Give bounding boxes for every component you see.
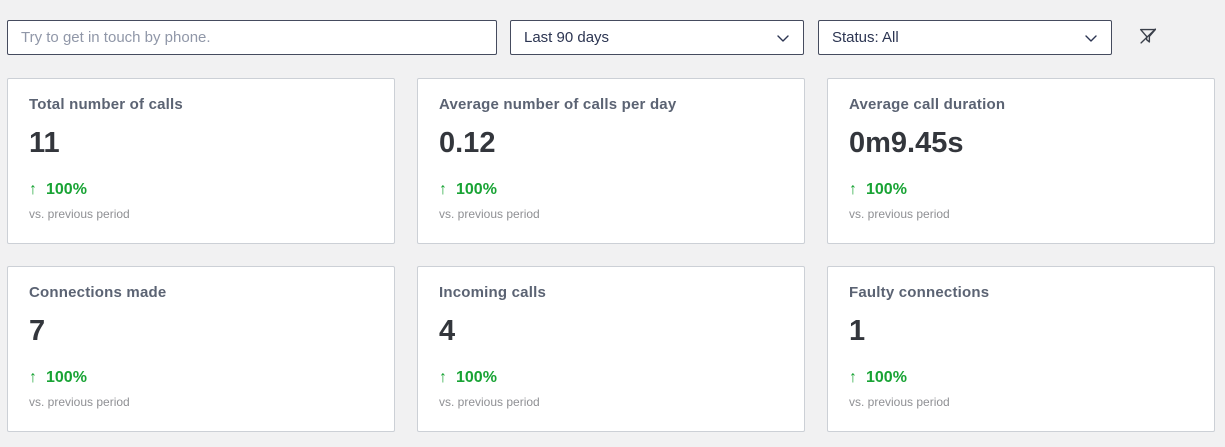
card-trend: ↑ 100%	[29, 369, 373, 387]
arrow-up-icon: ↑	[849, 181, 857, 198]
date-range-value: Last 90 days	[524, 29, 610, 46]
trend-percent: 100%	[46, 369, 87, 386]
card-compare-label: vs. previous period	[849, 207, 950, 221]
card-value: 7	[29, 315, 46, 347]
card-title: Connections made	[29, 284, 167, 301]
card-trend: ↑ 100%	[439, 181, 783, 199]
arrow-up-icon: ↑	[29, 181, 37, 198]
card-title: Average number of calls per day	[439, 96, 677, 113]
chevron-down-icon	[775, 30, 791, 46]
trend-percent: 100%	[866, 369, 907, 386]
card-value: 0.12	[439, 127, 496, 159]
search-input[interactable]	[7, 20, 497, 55]
stat-card-total-calls: Total number of calls 11 ↑ 100% vs. prev…	[7, 78, 395, 244]
clear-filters-button[interactable]	[1131, 21, 1165, 55]
arrow-up-icon: ↑	[29, 369, 37, 386]
trend-percent: 100%	[456, 181, 497, 198]
arrow-up-icon: ↑	[849, 369, 857, 386]
card-compare-label: vs. previous period	[439, 395, 540, 409]
card-title: Incoming calls	[439, 284, 546, 301]
status-value: Status: All	[832, 29, 899, 46]
date-range-select[interactable]: Last 90 days	[510, 20, 804, 55]
trend-percent: 100%	[456, 369, 497, 386]
stat-card-incoming-calls: Incoming calls 4 ↑ 100% vs. previous per…	[417, 266, 805, 432]
card-value: 11	[29, 127, 60, 159]
card-value: 1	[849, 315, 866, 347]
stat-card-faulty-connections: Faulty connections 1 ↑ 100% vs. previous…	[827, 266, 1215, 432]
card-title: Average call duration	[849, 96, 1006, 113]
arrow-up-icon: ↑	[439, 369, 447, 386]
stat-card-avg-call-duration: Average call duration 0m9.45s ↑ 100% vs.…	[827, 78, 1215, 244]
stat-card-avg-calls-per-day: Average number of calls per day 0.12 ↑ 1…	[417, 78, 805, 244]
card-compare-label: vs. previous period	[439, 207, 540, 221]
filter-toolbar: Last 90 days Status: All	[0, 0, 1225, 55]
status-select[interactable]: Status: All	[818, 20, 1112, 55]
arrow-up-icon: ↑	[439, 181, 447, 198]
card-value: 0m9.45s	[849, 127, 964, 159]
card-trend: ↑ 100%	[29, 181, 373, 199]
trend-percent: 100%	[866, 181, 907, 198]
stats-grid: Total number of calls 11 ↑ 100% vs. prev…	[7, 78, 1215, 432]
filter-off-icon	[1137, 25, 1159, 50]
card-compare-label: vs. previous period	[29, 207, 130, 221]
trend-percent: 100%	[46, 181, 87, 198]
card-compare-label: vs. previous period	[29, 395, 130, 409]
card-title: Faulty connections	[849, 284, 990, 301]
card-title: Total number of calls	[29, 96, 183, 113]
card-compare-label: vs. previous period	[849, 395, 950, 409]
card-trend: ↑ 100%	[849, 181, 1193, 199]
card-value: 4	[439, 315, 456, 347]
stat-card-connections-made: Connections made 7 ↑ 100% vs. previous p…	[7, 266, 395, 432]
chevron-down-icon	[1083, 30, 1099, 46]
card-trend: ↑ 100%	[439, 369, 783, 387]
card-trend: ↑ 100%	[849, 369, 1193, 387]
